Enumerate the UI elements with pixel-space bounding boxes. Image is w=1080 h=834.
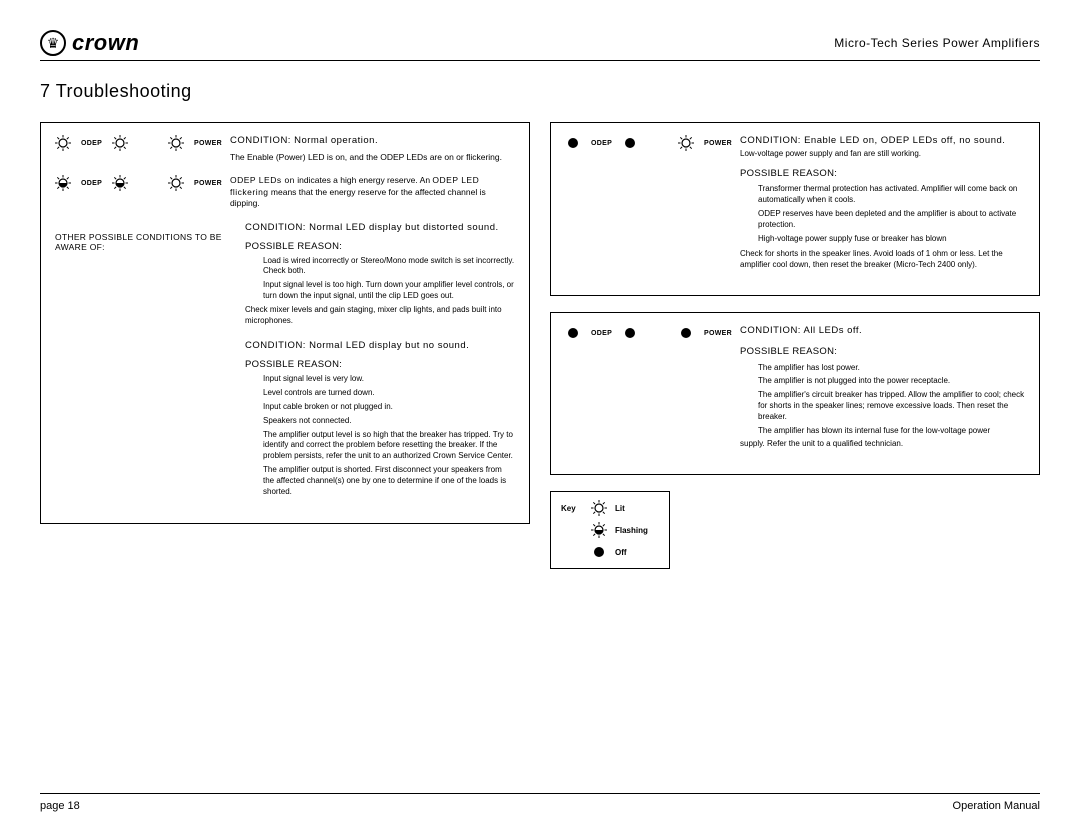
led-row-alloff: ODEP POWER CONDITION: All LEDs off. POSS… bbox=[565, 325, 1025, 450]
led-lit-icon bbox=[112, 135, 128, 151]
led-lit-icon bbox=[591, 500, 607, 516]
led-flash-icon bbox=[591, 522, 607, 538]
led-group: ODEP POWER bbox=[55, 175, 222, 191]
led-group: ODEP POWER bbox=[55, 135, 222, 151]
led-off-icon bbox=[565, 135, 581, 151]
led-lit-icon bbox=[168, 135, 184, 151]
group-nosound: CONDITION: Normal LED display but no sou… bbox=[245, 340, 515, 497]
legend-key: Key Lit Flashing Off bbox=[550, 491, 670, 569]
condition-text: CONDITION: Normal operation. The Enable … bbox=[230, 135, 515, 163]
led-lit-icon bbox=[168, 175, 184, 191]
page-number: page 18 bbox=[40, 800, 80, 812]
right-column: ODEP POWER CONDITION: Enable LED on, ODE… bbox=[550, 122, 1040, 569]
key-row-flash: Flashing bbox=[561, 522, 659, 538]
led-lit-icon bbox=[55, 135, 71, 151]
condition-text: CONDITION: All LEDs off. POSSIBLE REASON… bbox=[740, 325, 1025, 450]
reason-list: Input signal level is very low. Level co… bbox=[245, 374, 515, 497]
manual-label: Operation Manual bbox=[953, 800, 1040, 812]
led-row-enable: ODEP POWER CONDITION: Enable LED on, ODE… bbox=[565, 135, 1025, 271]
page-footer: page 18 Operation Manual bbox=[40, 793, 1040, 812]
brand-name: crown bbox=[72, 30, 139, 56]
crown-icon: ♛ bbox=[40, 30, 66, 56]
led-off-icon bbox=[678, 325, 694, 341]
panel-enable-on: ODEP POWER CONDITION: Enable LED on, ODE… bbox=[550, 122, 1040, 296]
product-title: Micro-Tech Series Power Amplifiers bbox=[834, 36, 1040, 50]
document-page: ♛ crown Micro-Tech Series Power Amplifie… bbox=[0, 0, 1080, 589]
group-distorted: CONDITION: Normal LED display but distor… bbox=[245, 222, 515, 327]
led-row-flicker: ODEP POWER ODEP LEDs on indicates a high… bbox=[55, 175, 515, 209]
section-title: 7 Troubleshooting bbox=[40, 81, 1040, 102]
left-column: ODEP POWER CONDITION: Normal operation. … bbox=[40, 122, 530, 569]
led-off-icon bbox=[622, 325, 638, 341]
page-header: ♛ crown Micro-Tech Series Power Amplifie… bbox=[40, 30, 1040, 61]
content-columns: ODEP POWER CONDITION: Normal operation. … bbox=[40, 122, 1040, 569]
key-row-off: Off bbox=[561, 544, 659, 560]
led-row-normal: ODEP POWER CONDITION: Normal operation. … bbox=[55, 135, 515, 163]
reason-list: Transformer thermal protection has activ… bbox=[740, 184, 1025, 244]
led-off-icon bbox=[565, 325, 581, 341]
flicker-text: ODEP LEDs on indicates a high energy res… bbox=[230, 175, 515, 209]
led-off-icon bbox=[622, 135, 638, 151]
led-lit-icon bbox=[678, 135, 694, 151]
brand-logo: ♛ crown bbox=[40, 30, 139, 56]
led-group: ODEP POWER bbox=[565, 325, 732, 341]
led-flash-icon bbox=[55, 175, 71, 191]
key-row-lit: Key Lit bbox=[561, 500, 659, 516]
other-conditions-label: OTHER POSSIBLE CONDITIONS TO BE AWARE OF… bbox=[55, 232, 225, 512]
led-flash-icon bbox=[112, 175, 128, 191]
reason-list: Load is wired incorrectly or Stereo/Mono… bbox=[245, 256, 515, 302]
panel-normal: ODEP POWER CONDITION: Normal operation. … bbox=[40, 122, 530, 524]
condition-text: CONDITION: Enable LED on, ODEP LEDs off,… bbox=[740, 135, 1025, 271]
led-off-icon bbox=[591, 544, 607, 560]
reason-list: The amplifier has lost power. The amplif… bbox=[740, 363, 1025, 437]
panel-all-off: ODEP POWER CONDITION: All LEDs off. POSS… bbox=[550, 312, 1040, 475]
led-group: ODEP POWER bbox=[565, 135, 732, 151]
